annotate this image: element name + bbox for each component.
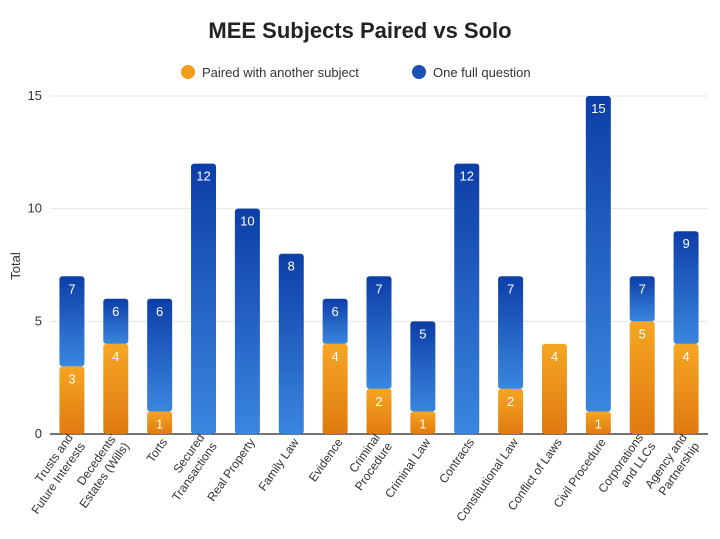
chart-title: MEE Subjects Paired vs Solo xyxy=(208,18,511,43)
bar-one-full-question xyxy=(234,208,260,434)
bar-paired xyxy=(147,411,173,434)
x-tick-label: Contracts xyxy=(436,436,477,486)
bar-one-full-question xyxy=(366,276,392,389)
bar-one-full-question xyxy=(629,276,655,322)
y-tick-label: 5 xyxy=(35,313,42,328)
bar-one-full-question xyxy=(585,96,611,412)
legend-label-solo: One full question xyxy=(433,65,531,80)
x-tick-label: Agency andPartnership xyxy=(642,431,702,500)
total-value-label: 10 xyxy=(240,214,254,229)
x-tick-label: Family Law xyxy=(255,435,301,493)
legend-label-paired: Paired with another subject xyxy=(202,65,359,80)
total-value-label: 5 xyxy=(419,326,426,341)
paired-value-label: 1 xyxy=(595,416,602,431)
paired-value-label: 4 xyxy=(112,349,119,364)
total-value-label: 7 xyxy=(375,281,382,296)
bar-one-full-question xyxy=(454,163,480,434)
bar-one-full-question xyxy=(278,253,304,434)
bar-one-full-question xyxy=(59,276,85,367)
total-value-label: 12 xyxy=(196,169,210,184)
x-axis-ticks: Trusts andFuture InterestsDecedents'Esta… xyxy=(28,431,702,524)
bar-value-labels: 7 3 6 4 6 1 12 10 8 6 4 7 2 5 1 12 7 2 4 15 1 7 5 9 4 xyxy=(68,101,689,431)
legend: Paired with another subject One full que… xyxy=(181,65,531,80)
bar-paired xyxy=(366,388,392,434)
bar-paired xyxy=(629,321,655,434)
y-axis-label: Total xyxy=(8,252,23,280)
paired-value-label: 4 xyxy=(682,349,689,364)
paired-value-label: 4 xyxy=(551,349,558,364)
y-tick-label: 0 xyxy=(35,426,42,441)
total-value-label: 7 xyxy=(507,281,514,296)
x-tick-label-line: Torts xyxy=(144,436,170,465)
paired-value-label: 2 xyxy=(375,394,382,409)
bar-paired xyxy=(103,343,129,434)
x-tick-label-line: Family Law xyxy=(255,435,301,493)
bar-one-full-question xyxy=(498,276,524,389)
bar-paired xyxy=(498,388,524,434)
paired-value-label: 1 xyxy=(156,416,163,431)
x-tick-label-line: Evidence xyxy=(306,435,346,484)
total-value-label: 6 xyxy=(332,304,339,319)
bar-paired xyxy=(585,411,611,434)
total-value-label: 8 xyxy=(288,259,295,274)
total-value-label: 6 xyxy=(112,304,119,319)
total-value-label: 7 xyxy=(68,281,75,296)
x-tick-label-line: Contracts xyxy=(436,436,477,486)
x-tick-label: Torts xyxy=(144,436,170,465)
total-value-label: 12 xyxy=(459,169,473,184)
paired-value-label: 1 xyxy=(419,416,426,431)
legend-marker-solo xyxy=(412,65,426,79)
y-tick-label: 10 xyxy=(28,201,42,216)
total-value-label: 9 xyxy=(682,236,689,251)
bar-paired xyxy=(410,411,436,434)
bar-one-full-question xyxy=(410,321,436,412)
bar-paired xyxy=(541,343,567,434)
y-tick-label: 15 xyxy=(28,88,42,103)
total-value-label: 6 xyxy=(156,304,163,319)
paired-value-label: 5 xyxy=(639,326,646,341)
bar-one-full-question xyxy=(322,298,348,344)
y-axis-ticks: 0 5 10 15 xyxy=(28,88,42,441)
bars xyxy=(59,96,699,434)
bar-one-full-question xyxy=(191,163,217,434)
total-value-label: 7 xyxy=(639,281,646,296)
bar-paired xyxy=(322,343,348,434)
bar-paired xyxy=(673,343,699,434)
paired-value-label: 2 xyxy=(507,394,514,409)
total-value-label: 15 xyxy=(591,101,605,116)
bar-paired xyxy=(59,366,85,434)
paired-value-label: 4 xyxy=(332,349,339,364)
paired-value-label: 3 xyxy=(68,371,75,386)
x-tick-label: Evidence xyxy=(306,435,346,484)
bar-one-full-question xyxy=(103,298,129,344)
bar-one-full-question xyxy=(147,298,173,412)
bar-one-full-question xyxy=(673,231,699,344)
legend-marker-paired xyxy=(181,65,195,79)
